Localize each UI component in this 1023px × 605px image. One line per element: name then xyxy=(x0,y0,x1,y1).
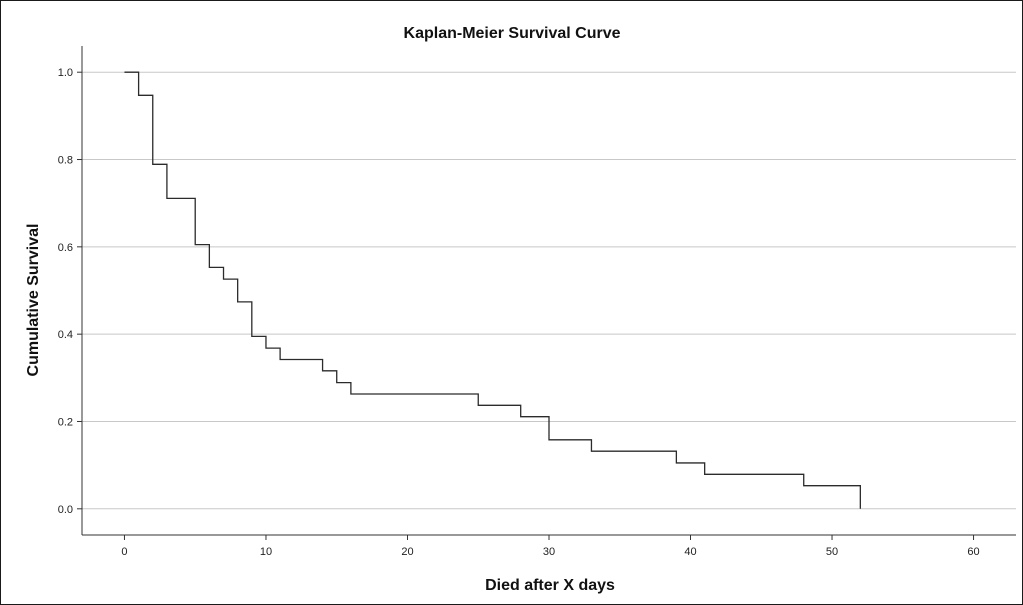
x-axis-label: Died after X days xyxy=(485,577,615,594)
x-tick-labels: 0 10 20 30 40 50 60 xyxy=(121,546,979,558)
x-tick-label: 20 xyxy=(401,546,413,558)
y-tick-label: 0.4 xyxy=(58,329,73,341)
y-gridlines xyxy=(82,71,1016,510)
x-tick-label: 30 xyxy=(543,546,555,558)
axes xyxy=(77,46,1016,540)
x-tick-label: 40 xyxy=(684,546,696,558)
x-tick-label: 60 xyxy=(967,546,979,558)
y-tick-label: 0.2 xyxy=(58,416,73,428)
y-tick-label: 0.6 xyxy=(58,242,73,254)
y-tick-label: 0.8 xyxy=(58,155,73,167)
chart-title: Kaplan-Meier Survival Curve xyxy=(404,25,621,42)
survival-step-line xyxy=(124,71,861,509)
x-tick-label: 10 xyxy=(260,546,272,558)
x-tick-label: 50 xyxy=(826,546,838,558)
x-tick-label: 0 xyxy=(121,546,127,558)
y-tick-label: 1.0 xyxy=(58,67,73,79)
y-axis-label: Cumulative Survival xyxy=(25,224,42,377)
y-tick-label: 0.0 xyxy=(58,504,73,516)
y-tick-labels: 0.0 0.2 0.4 0.6 0.8 1.0 xyxy=(58,67,73,516)
survival-curve xyxy=(124,71,861,509)
